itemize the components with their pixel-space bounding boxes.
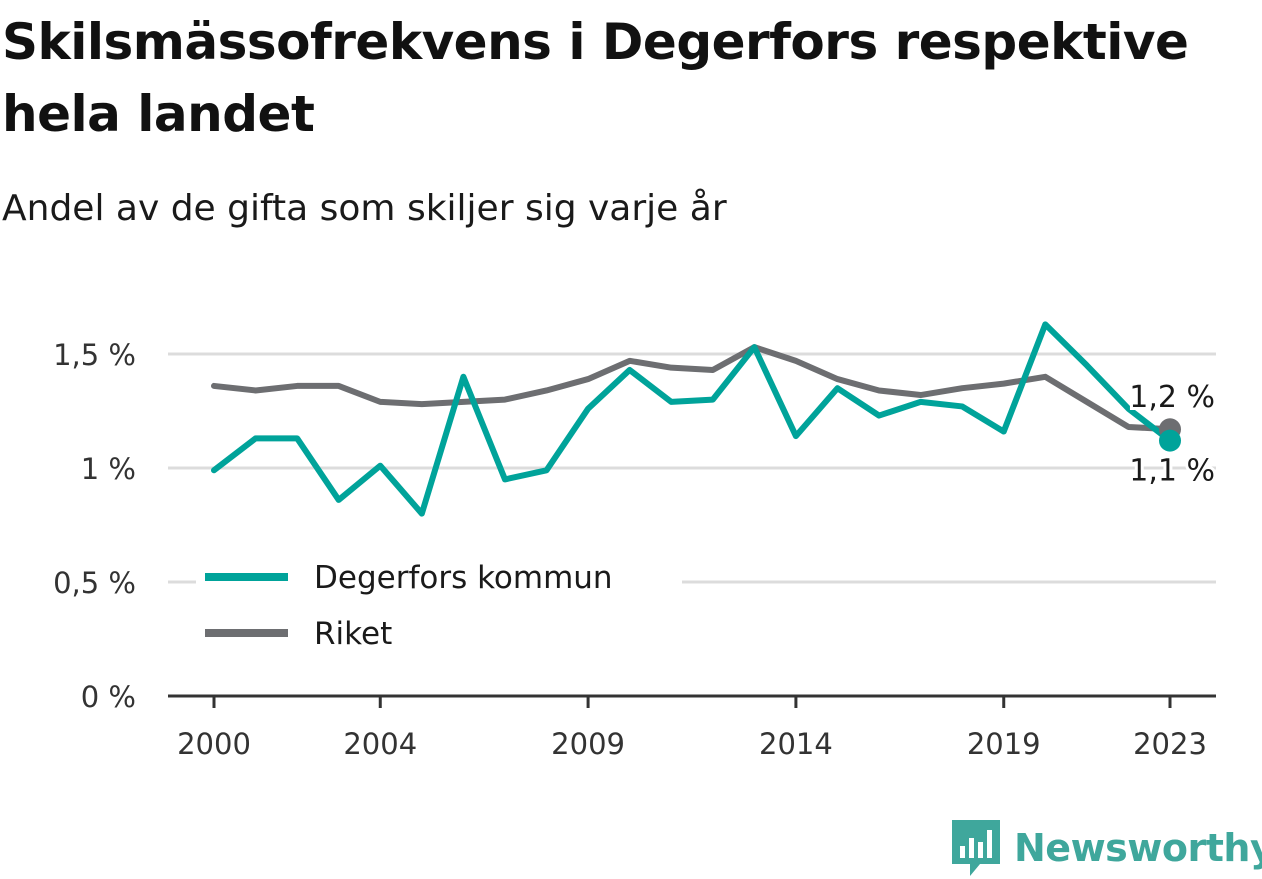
end-value-label: 1,2 % (1129, 380, 1215, 415)
legend-label: Degerfors kommun (314, 560, 613, 596)
legend: Degerfors kommun Riket (196, 553, 682, 657)
end-markers: 1,1 % 1,2 % (1126, 377, 1218, 491)
x-tick-label: 2004 (343, 727, 417, 761)
x-tick-label: 2000 (177, 727, 251, 761)
chart-title: Skilsmässofrekvens i Degerfors respektiv… (2, 13, 1189, 143)
end-value-label: 1,1 % (1129, 454, 1215, 489)
legend-label: Riket (314, 616, 392, 652)
brand-name: Newsworthy (1014, 826, 1262, 870)
y-tick-label: 1,5 % (53, 338, 136, 372)
newsworthy-logo: Newsworthy (950, 818, 1262, 878)
y-tick-label: 0,5 % (53, 566, 136, 600)
x-tick-label: 2019 (967, 727, 1041, 761)
series-line (211, 344, 1173, 433)
x-tick-label: 2014 (759, 727, 833, 761)
x-tick-label: 2009 (551, 727, 625, 761)
y-tick-label: 1 % (81, 452, 136, 486)
end-marker (1159, 429, 1181, 452)
y-axis-ticks: 0 % 0,5 % 1 % 1,5 % (53, 338, 136, 714)
x-axis: 2000 2004 2009 2014 2019 2023 (168, 694, 1216, 761)
series-lines (211, 321, 1173, 517)
chart-subtitle: Andel av de gifta som skiljer sig varje … (2, 188, 727, 229)
y-tick-label: 0 % (81, 680, 136, 714)
x-tick-label: 2023 (1133, 727, 1207, 761)
newsworthy-logo-icon (952, 820, 1000, 876)
series-line (211, 321, 1173, 517)
